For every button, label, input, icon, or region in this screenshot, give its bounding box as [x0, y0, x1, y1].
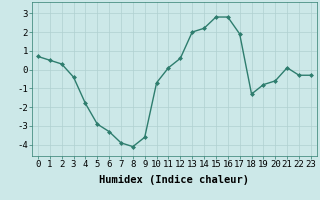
X-axis label: Humidex (Indice chaleur): Humidex (Indice chaleur) — [100, 175, 249, 185]
